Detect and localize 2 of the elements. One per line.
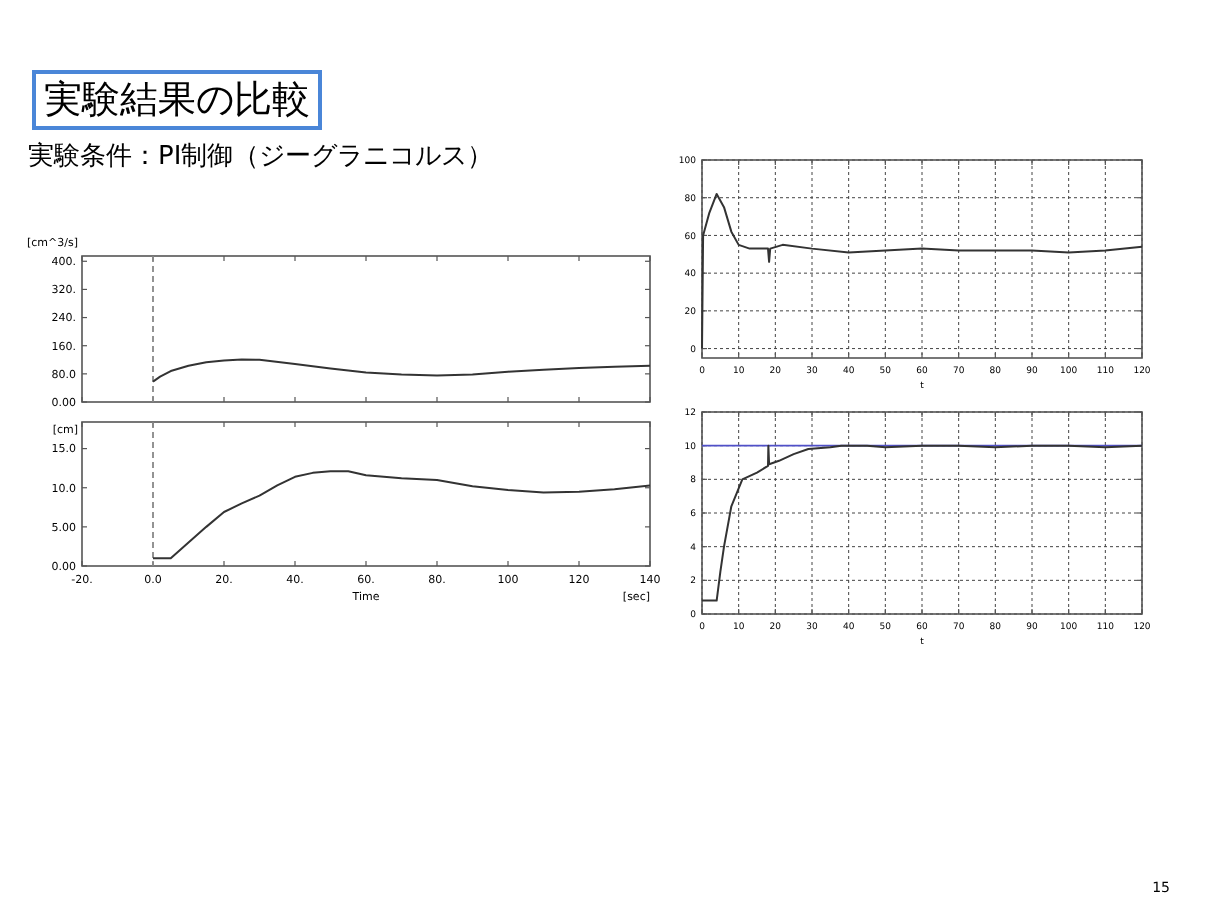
chart-subtitle: 実験条件：PI制御（ジーグラニコルス） [28, 140, 494, 172]
chart-title: 実験結果の比較 [44, 78, 310, 122]
